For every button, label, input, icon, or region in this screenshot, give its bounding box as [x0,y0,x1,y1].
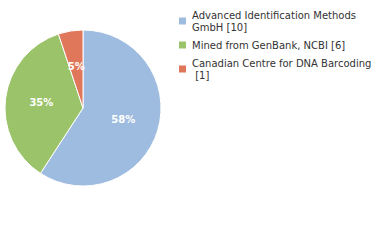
svg-text:58%: 58% [111,114,135,125]
svg-text:[1]: [1] [192,70,209,81]
svg-text:Canadian Centre for DNA Barcod: Canadian Centre for DNA Barcoding [192,58,371,69]
svg-text:Mined from GenBank, NCBI [6]: Mined from GenBank, NCBI [6] [192,40,345,51]
svg-text:GmbH [10]: GmbH [10] [192,22,247,33]
svg-text:35%: 35% [29,97,53,108]
svg-text:Advanced Identification Method: Advanced Identification Methods [192,10,359,21]
svg-text:5%: 5% [68,61,85,72]
